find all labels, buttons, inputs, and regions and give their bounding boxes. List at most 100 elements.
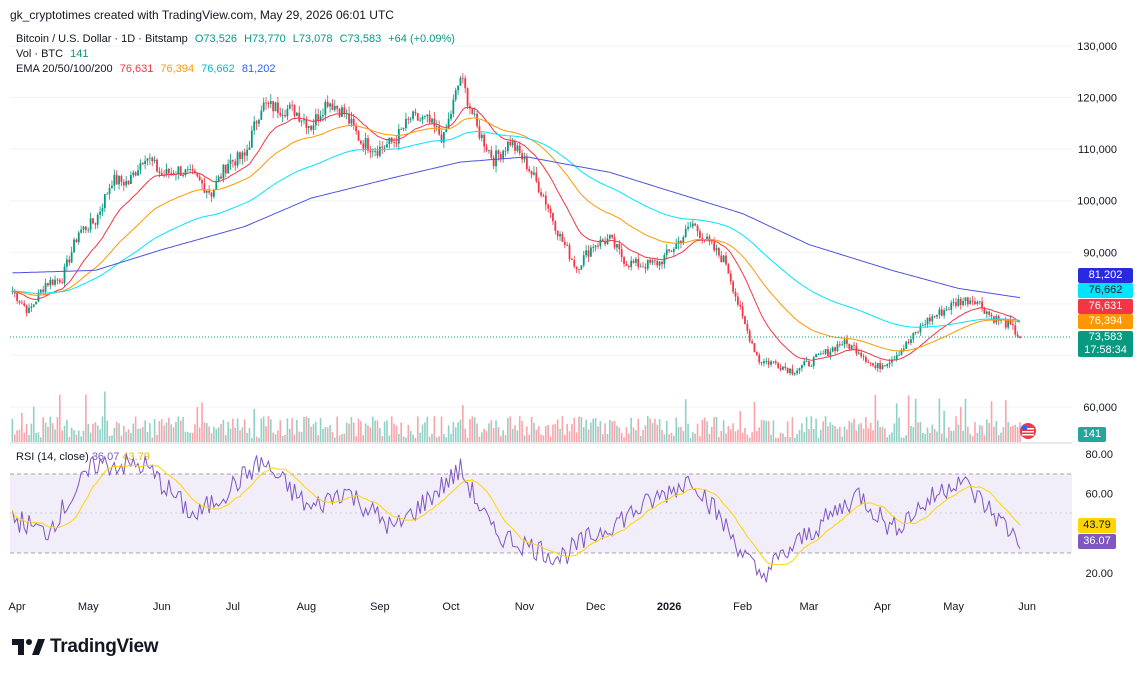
volume-bar: [499, 436, 502, 442]
candle: [179, 166, 182, 176]
candle: [352, 118, 355, 127]
volume-bar: [87, 424, 90, 442]
volume-bar: [694, 433, 696, 442]
volume-bar: [756, 430, 758, 442]
candle: [848, 343, 851, 350]
volume-legend[interactable]: Vol · BTC 141: [16, 48, 93, 60]
candle: [236, 152, 239, 166]
volume-bar: [364, 423, 367, 442]
rsi-legend[interactable]: RSI (14, close) 36.07 43.79: [16, 451, 150, 463]
volume-bar: [921, 432, 924, 442]
ema100-value: 76,662: [201, 63, 235, 75]
volume-bar: [47, 426, 49, 442]
volume-bar: [243, 419, 246, 442]
bar-countdown: 17:58:34: [1084, 344, 1127, 356]
symbol-legend[interactable]: Bitcoin / U.S. Dollar · 1D · Bitstamp O7…: [16, 33, 459, 45]
candle: [277, 102, 279, 113]
candle: [42, 289, 45, 292]
volume-bar: [950, 430, 953, 442]
volume-bar: [402, 436, 405, 442]
candle: [141, 163, 144, 165]
volume-bar: [893, 423, 896, 442]
volume-bar: [265, 426, 267, 442]
volume-bar: [530, 416, 533, 442]
volume-bar: [649, 418, 651, 442]
volume-bar: [459, 419, 462, 442]
volume-bar: [774, 437, 777, 442]
candle: [836, 344, 839, 351]
volume-bar: [75, 434, 78, 442]
candle: [222, 164, 225, 179]
volume-bar: [125, 431, 127, 442]
volume-bar: [70, 427, 73, 442]
candle: [933, 316, 936, 318]
candle: [556, 230, 559, 237]
rsi-axis-label: 80.00: [1085, 449, 1113, 461]
volume-bar: [298, 431, 301, 442]
time-axis-label: Mar: [800, 601, 819, 613]
economic-event-icon[interactable]: [1017, 422, 1039, 440]
candle: [611, 234, 614, 238]
candle: [490, 150, 493, 158]
price-axis-label: 120,000: [1077, 93, 1117, 105]
candle: [924, 324, 927, 326]
candle: [87, 229, 90, 231]
tradingview-logo-icon: [12, 639, 45, 655]
candle: [883, 365, 886, 367]
close-value: C73,583: [339, 33, 382, 45]
volume-bar: [488, 423, 490, 442]
candle: [132, 172, 135, 176]
volume-bar: [628, 433, 630, 442]
candle: [860, 352, 863, 357]
candle: [710, 241, 713, 243]
volume-bar: [416, 416, 419, 442]
candle: [407, 118, 410, 120]
candle: [798, 368, 801, 371]
candle: [281, 114, 284, 116]
volume-bar: [580, 416, 583, 442]
candle: [620, 249, 623, 257]
volume-bar: [903, 437, 905, 442]
volume-bar: [203, 422, 206, 442]
candle: [625, 264, 628, 266]
volume-bar: [277, 430, 279, 442]
tradingview-logo[interactable]: TradingView: [12, 636, 159, 658]
volume-bar: [350, 417, 353, 442]
volume-bar: [815, 418, 817, 442]
candle: [535, 172, 538, 182]
volume-bar: [13, 434, 16, 442]
volume-bar: [710, 426, 713, 442]
candle: [326, 101, 329, 107]
candle: [772, 361, 775, 363]
volume-bar: [606, 433, 609, 442]
candle: [578, 268, 580, 270]
ema-legend[interactable]: EMA 20/50/100/200 76,631 76,394 76,662 8…: [16, 63, 280, 75]
volume-bar: [876, 420, 879, 442]
candle: [597, 245, 599, 247]
candle: [701, 237, 704, 241]
volume-bar: [746, 434, 749, 442]
volume-bar: [68, 437, 71, 442]
candle: [587, 250, 590, 257]
volume-bar: [969, 433, 972, 442]
candle: [592, 247, 595, 248]
candle: [959, 298, 962, 306]
volume-bar: [760, 419, 763, 442]
volume-bar: [104, 391, 106, 442]
candle: [113, 174, 116, 186]
volume-bar: [836, 428, 839, 442]
volume-bar: [718, 437, 720, 442]
high-value: H73,770: [244, 33, 286, 45]
candle: [525, 156, 528, 170]
volume-bar: [312, 424, 315, 442]
volume-bar: [822, 421, 825, 442]
volume-bar: [948, 427, 950, 442]
candle: [182, 175, 184, 176]
volume-bar: [255, 436, 258, 442]
volume-bar: [684, 399, 687, 442]
candle: [540, 192, 542, 196]
candle: [201, 180, 203, 184]
candle: [305, 119, 308, 128]
volume-bar: [609, 419, 611, 442]
